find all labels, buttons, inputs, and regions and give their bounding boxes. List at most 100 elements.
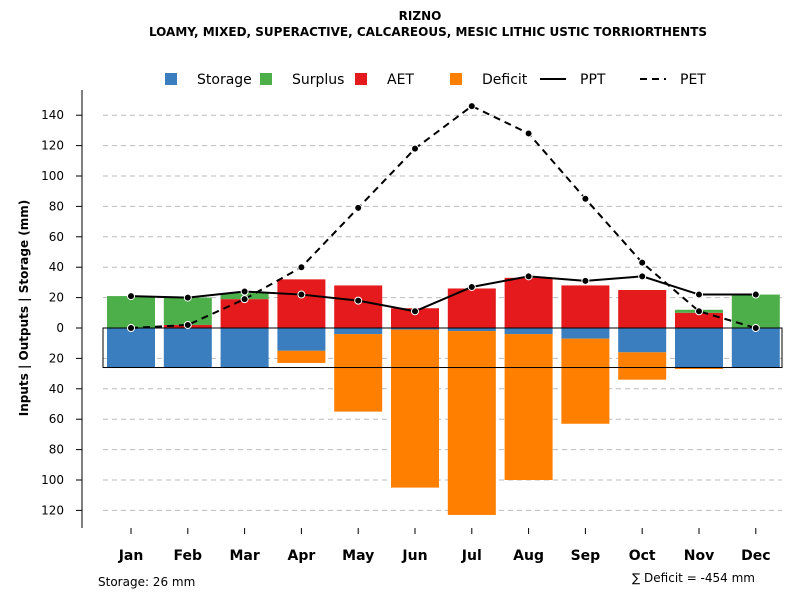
storage-bar — [277, 328, 326, 351]
ppt-point — [695, 290, 703, 299]
ppt-point — [638, 272, 647, 281]
legend-label-deficit: Deficit — [482, 72, 528, 88]
legend-swatch-surplus — [260, 73, 272, 85]
legend-swatch-deficit — [450, 73, 462, 85]
x-tick-label-mar: Mar — [229, 548, 259, 564]
storage-bar — [504, 328, 553, 335]
legend-label-storage: Storage — [197, 72, 252, 88]
pet-point — [467, 102, 476, 111]
storage-bar — [618, 328, 667, 353]
ppt-point — [581, 276, 590, 285]
ppt-line — [130, 275, 756, 313]
aet-bar — [334, 285, 383, 328]
deficit-bar — [561, 338, 610, 424]
x-tick-label-jul: Jul — [461, 548, 482, 564]
storage-capacity-rect — [102, 327, 783, 369]
legend-label-pet: PET — [680, 72, 706, 88]
aet-bar — [675, 312, 723, 328]
aet-bar — [504, 277, 553, 328]
storage-bar — [731, 328, 780, 368]
y-tick-label: 60 — [49, 412, 64, 426]
storage-capacity-box — [102, 327, 783, 369]
lines — [127, 102, 760, 332]
aet-bar — [561, 285, 610, 328]
pet-point — [183, 320, 192, 329]
storage-bar — [163, 328, 212, 368]
y-tick-label: 100 — [41, 169, 64, 183]
x-tick-label-may: May — [342, 548, 374, 564]
legend-label-ppt: PPT — [580, 72, 606, 88]
aet-bar — [391, 308, 439, 328]
ppt-point — [183, 293, 192, 302]
ppt-point — [751, 290, 760, 299]
y-axis-label: Inputs | Outputs | Storage (mm) — [17, 200, 31, 417]
ppt-point — [240, 287, 249, 296]
y-tick-label: 100 — [41, 473, 64, 487]
deficit-bar — [334, 334, 383, 412]
storage-bar — [675, 328, 723, 368]
pet-point — [240, 295, 249, 304]
x-tick-label-dec: Dec — [741, 548, 770, 564]
ppt-point — [297, 290, 306, 299]
deficit-bar — [618, 352, 667, 380]
storage-bar — [334, 328, 383, 335]
pet-point — [638, 258, 647, 267]
storage-bar — [561, 328, 610, 339]
ppt-point — [127, 292, 135, 301]
storage-bar — [447, 328, 496, 332]
y-tick-label: 0 — [56, 321, 64, 335]
legend-label-surplus: Surplus — [292, 72, 344, 88]
deficit-bar — [447, 331, 496, 515]
legend-label-aet: AET — [387, 72, 414, 88]
pet-point — [524, 129, 533, 138]
storage-bar — [220, 328, 269, 368]
chart-title: RIZNO — [399, 9, 442, 23]
pet-line — [130, 104, 757, 329]
bars — [107, 277, 780, 515]
deficit-bar — [675, 367, 723, 370]
legend: Storage Surplus AET Deficit PPT PET — [165, 72, 706, 88]
y-tick-label: 20 — [49, 291, 64, 305]
y-tick-label: 120 — [41, 503, 64, 517]
deficit-footer: ∑ Deficit = -454 mm — [632, 571, 755, 585]
legend-swatch-aet — [355, 73, 367, 85]
ppt-point — [524, 272, 533, 281]
deficit-bar — [504, 334, 553, 480]
ppt-point — [354, 296, 363, 305]
ppt-point — [467, 282, 476, 291]
x-tick-label-apr: Apr — [288, 548, 316, 564]
storage-bar — [391, 328, 439, 330]
aet-bar — [277, 279, 326, 328]
y-tick-label: 40 — [49, 382, 64, 396]
storage-bar — [107, 328, 155, 368]
ppt-point — [411, 307, 419, 316]
x-tick-label-feb: Feb — [174, 548, 203, 564]
y-tick-label: 120 — [41, 139, 64, 153]
y-tick-label: 40 — [49, 260, 64, 274]
legend-swatch-storage — [165, 73, 177, 85]
pet-point — [354, 203, 363, 212]
pet-point — [581, 194, 590, 203]
aet-bar — [447, 288, 496, 328]
deficit-bar — [277, 350, 326, 363]
x-tick-label-nov: Nov — [684, 548, 714, 564]
pet-point — [695, 307, 703, 316]
aet-bar — [220, 299, 269, 328]
pet-point — [297, 263, 306, 272]
y-tick-label: 20 — [49, 351, 64, 365]
pet-point — [127, 324, 135, 332]
y-tick-label: 60 — [49, 230, 64, 244]
pet-point — [411, 144, 419, 153]
surplus-bar — [163, 297, 212, 325]
y-tick-label: 80 — [49, 443, 64, 457]
surplus-bar — [107, 296, 155, 328]
aet-bar — [618, 290, 667, 328]
x-tick-label-sep: Sep — [571, 548, 601, 564]
pet-point — [751, 324, 760, 332]
x-tick-label-jun: Jun — [401, 548, 427, 564]
x-tick-label-jan: Jan — [118, 548, 144, 564]
axes: 140 120 100 80 60 40 20 0 20 40 60 80 100 120 Jan Feb Ma… — [41, 90, 771, 564]
y-tick-label: 80 — [49, 199, 64, 213]
x-tick-label-aug: Aug — [513, 548, 544, 564]
